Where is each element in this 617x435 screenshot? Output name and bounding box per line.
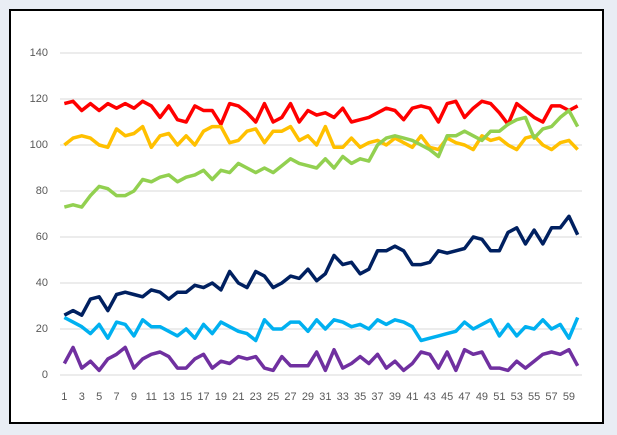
x-tick-label: 27: [284, 391, 296, 403]
x-tick-label: 19: [215, 391, 227, 403]
x-tick-label: 49: [476, 391, 488, 403]
x-tick-label: 17: [197, 391, 209, 403]
x-tick-label: 31: [319, 391, 331, 403]
y-tick-label: 120: [30, 93, 48, 105]
chart-frame: [9, 9, 604, 424]
series-line: [62, 345, 580, 373]
x-tick-label: 21: [232, 391, 244, 403]
x-tick-label: 5: [96, 391, 102, 403]
y-tick-label: 20: [36, 323, 48, 335]
x-tick-label: 9: [131, 391, 137, 403]
series-line: [63, 124, 579, 152]
x-tick-label: 13: [163, 391, 175, 403]
y-tick-label: 40: [36, 277, 48, 289]
x-tick-label: 15: [180, 391, 192, 403]
x-tick-label: 39: [389, 391, 401, 403]
x-tick-label: 59: [563, 391, 575, 403]
x-tick-label: 43: [424, 391, 436, 403]
x-tick-label: 1: [61, 391, 67, 403]
series-line: [63, 108, 580, 209]
x-tick-label: 47: [458, 391, 470, 403]
x-tick-label: 3: [79, 391, 85, 403]
series-line: [63, 99, 579, 127]
y-tick-label: 60: [36, 231, 48, 243]
series-line: [63, 214, 580, 317]
x-tick-label: 45: [441, 391, 453, 403]
x-tick-label: 23: [250, 391, 262, 403]
x-tick-label: 55: [528, 391, 540, 403]
x-tick-label: 37: [371, 391, 383, 403]
y-tick-label: 80: [36, 185, 48, 197]
series-line: [63, 315, 580, 343]
x-tick-label: 51: [493, 391, 505, 403]
x-tick-label: 25: [267, 391, 279, 403]
y-tick-label: 140: [30, 47, 48, 59]
x-tick-label: 57: [545, 391, 557, 403]
x-tick-label: 11: [146, 391, 157, 403]
x-tick-label: 7: [113, 391, 119, 403]
y-tick-label: 0: [42, 369, 48, 381]
x-tick-label: 41: [406, 391, 418, 403]
x-tick-label: 29: [302, 391, 314, 403]
x-tick-label: 35: [354, 391, 366, 403]
y-tick-label: 100: [30, 139, 48, 151]
x-tick-label: 33: [337, 391, 349, 403]
x-tick-label: 53: [511, 391, 523, 403]
